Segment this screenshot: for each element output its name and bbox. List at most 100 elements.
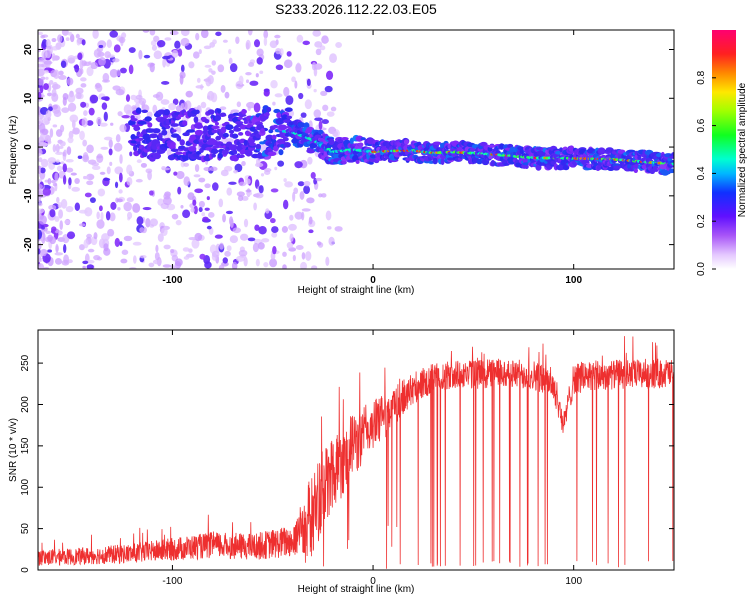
spectrogram-blob [86,264,94,269]
spectrogram-blob [201,212,206,217]
spectrogram-blob [225,124,234,131]
spectrogram-blob [110,201,117,210]
spectrogram-blob [38,266,43,269]
spectrogram-blob [135,178,143,183]
spectrogram-blob [193,116,199,124]
spectrogram-blob [310,171,316,179]
spectrogram-blob [179,74,184,85]
spectrogram-blob [77,155,83,159]
spectrogram-blob [311,265,318,269]
spectrogram-blob [86,180,94,186]
spectrogram-blob [180,204,184,209]
spectrogram-blob [110,122,114,126]
spectrogram-blob [271,134,277,140]
spectrogram-blob [118,36,126,44]
spectrogram-blob [120,258,128,264]
spectrogram-blob [114,237,120,247]
spectrogram-blob [38,48,42,53]
spectrogram-blob [57,34,63,43]
spectrogram-blob [321,193,327,198]
spectrogram-blob [294,211,303,220]
spectrogram-blob [228,48,232,55]
spectrogram-blob [476,159,483,165]
spectrogram-blob [138,137,144,141]
snr-frame [37,329,675,571]
spectrogram-blob [204,64,212,68]
snr-y-axis-label: SNR (10 * v/v) [8,418,19,482]
y-tick-label: -10 [23,188,34,203]
spectrogram-blob [107,228,115,237]
spectrogram-blob [67,93,76,103]
y-tick-label: 0 [23,144,34,150]
spectrogram-blob [66,231,76,240]
spectrogram-blob [211,250,220,258]
spectrogram-blob [293,187,299,195]
spectrogram-blob [88,61,92,65]
spectrogram-blob [38,31,44,36]
y-tick-label: 20 [23,44,34,56]
y-tick-label: 10 [23,92,34,104]
spectrogram-blob [243,139,248,146]
spectrogram-blob [222,39,228,43]
spectrogram-blob [193,51,200,59]
spectrogram-blob [228,181,237,185]
spectrogram-blob [153,35,160,42]
spectrogram-blob [50,179,56,184]
spectrogram-blob [103,243,109,252]
spectrogram-blob [109,30,119,38]
spectrogram-blob [41,38,48,49]
spectrogram-blob [144,116,152,122]
spectrogram-blob [487,144,496,148]
spectrogram-blob [217,108,222,114]
spectrogram-blob [295,245,304,251]
spectrogram-blob [140,162,148,168]
spectrogram-blob [47,249,52,253]
spectrogram-blob [360,137,366,141]
spectrogram-blob [75,33,80,39]
spectrogram-blob [88,107,95,116]
colorbar-tick-label: 0.4 [696,166,707,180]
spectrogram-blob [63,244,67,254]
spectrogram-blob [300,261,308,269]
spectrogram-blob [74,202,81,211]
spectrogram-blob [255,258,260,267]
spectrogram-blob [340,136,349,141]
spectrogram-blob [161,227,168,237]
x-tick-label: 100 [565,576,582,587]
spectrogram-blob [254,192,264,199]
spectrogram-blob [182,120,188,126]
spectrogram-blob [89,174,95,180]
spectrogram-blob [96,211,100,220]
spectrogram-blob [38,78,45,86]
spectrogram-blob [74,177,80,184]
spectrogram-blob [40,158,49,168]
spectrogram-blob [259,70,264,75]
spectrogram-blob [220,85,226,93]
spectrogram-blob [597,147,606,155]
spectrogram-blob [123,104,133,114]
spectrogram-blob [316,241,322,246]
spectrogram-blob [305,251,312,261]
spectrogram-blob [277,160,285,167]
colorbar-label: Normalized spectral amplitude [737,82,748,217]
spectrogram-blob [66,77,74,86]
spectrogram-blob [289,233,294,242]
spectrogram-blob [244,178,251,185]
spectrogram-blob [173,171,178,176]
spectrogram-blob [78,223,86,227]
spectrogram-blob [284,107,293,112]
spectrogram-blob [180,37,190,47]
y-tick-label: 100 [20,478,31,495]
spectrogram-blob [38,208,45,214]
spectrogram-blob [171,129,177,133]
spectrogram-blob [48,204,57,211]
spectrogram-blob [132,241,142,246]
spectrogram-blob [308,229,314,234]
spectrogram-blob [38,147,43,154]
spectrogram-blob [469,147,476,152]
spectrogram-blob [193,205,198,215]
spectrogram-blob [100,211,104,221]
spectrogram-blob [179,139,185,146]
spectrogram-blob [157,233,164,242]
spectrogram-blob [136,159,142,164]
